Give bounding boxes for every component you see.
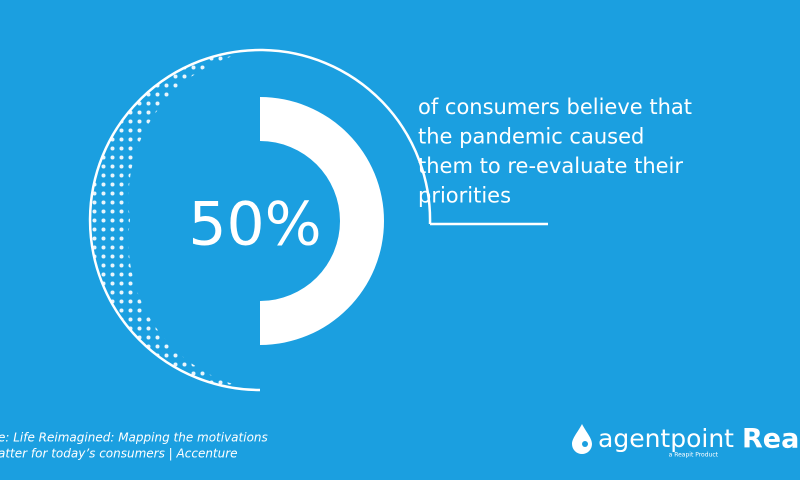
annotation-line: the pandemic caused	[418, 125, 644, 149]
donut	[260, 97, 384, 345]
annotation-line: of consumers believe that	[418, 95, 692, 119]
tagline: a Reapit Product	[669, 452, 719, 459]
agentpoint-text: agentpoint	[598, 424, 734, 453]
reapit-logo: Reap	[742, 424, 800, 455]
donut-segment	[260, 97, 384, 345]
drop-highlight	[582, 441, 588, 447]
outer-ring	[88, 48, 432, 392]
agentpoint-logo: agentpoint a Reapit Product	[572, 424, 734, 459]
source: e: Life Reimagined: Mapping the motivati…	[0, 431, 268, 461]
annotation: of consumers believe that the pandemic ca…	[418, 95, 692, 208]
annotation-line: priorities	[418, 184, 511, 208]
source-line: e: Life Reimagined: Mapping the motivati…	[0, 431, 268, 445]
source-line: atter for today’s consumers | Accenture	[0, 447, 238, 461]
value-label: 50%	[188, 190, 321, 260]
drop-icon	[572, 424, 592, 454]
annotation-line: them to re-evaluate their	[418, 154, 683, 178]
